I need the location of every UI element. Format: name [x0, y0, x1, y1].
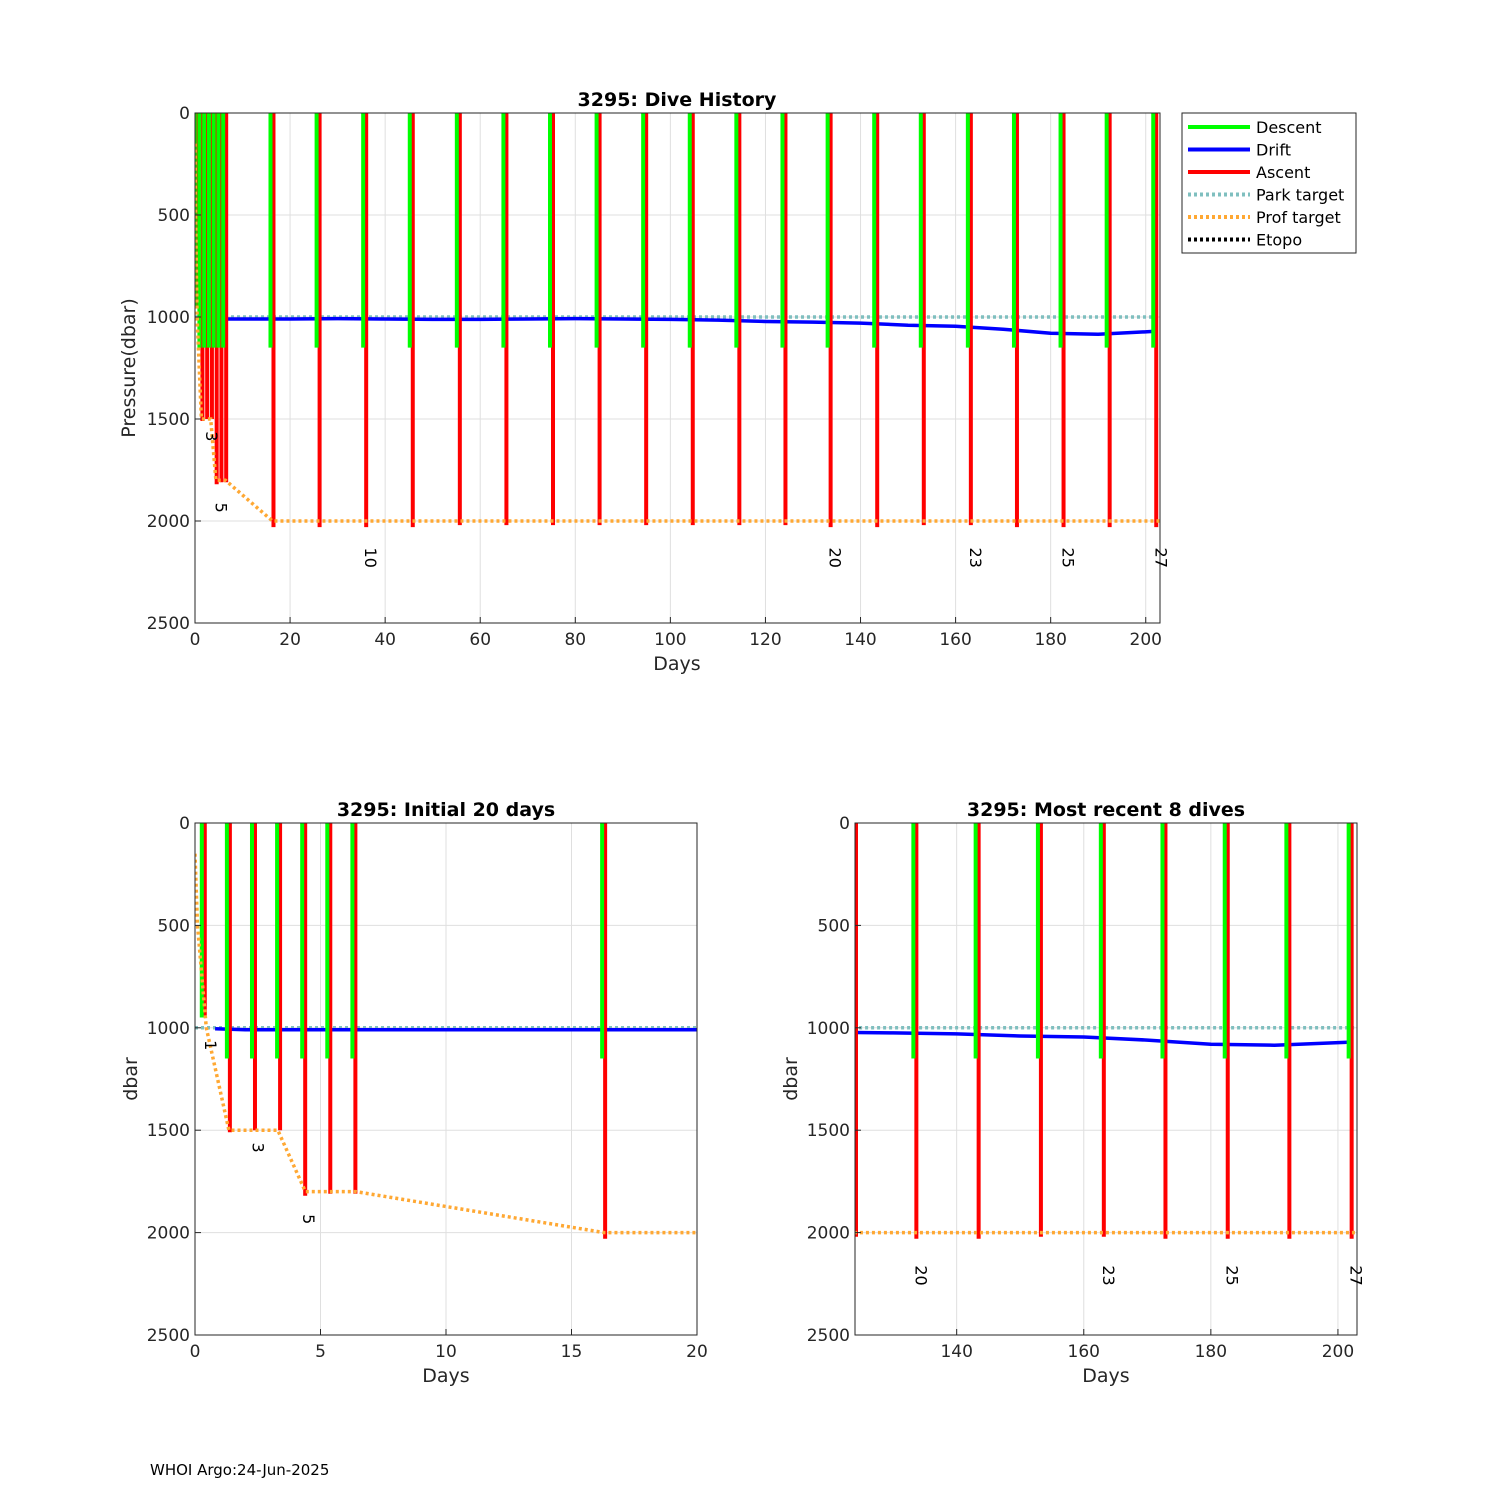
- x-tick-label: 100: [654, 630, 686, 650]
- dive-number-label: 10: [361, 548, 380, 568]
- x-tick-label: 60: [469, 630, 491, 650]
- dive-number-label: 5: [299, 1214, 318, 1224]
- x-tick-label: 5: [315, 1342, 326, 1362]
- x-tick-label: 20: [279, 630, 301, 650]
- x-tick-label: 200: [1130, 630, 1162, 650]
- y-tick-label: 1000: [147, 1019, 190, 1039]
- x-axis-label: Days: [422, 1365, 469, 1387]
- chart-title: 3295: Dive History: [578, 89, 777, 111]
- y-tick-label: 2000: [147, 1224, 190, 1244]
- y-tick-label: 0: [839, 814, 850, 834]
- dive-number-label: 27: [1151, 548, 1170, 568]
- x-tick-label: 0: [190, 630, 201, 650]
- legend-box: [1181, 112, 1357, 254]
- x-tick-label: 20: [686, 1342, 708, 1362]
- x-tick-label: 160: [1068, 1342, 1100, 1362]
- x-tick-label: 40: [374, 630, 396, 650]
- chart-title: 3295: Most recent 8 dives: [967, 799, 1245, 821]
- legend-label: Etopo: [1256, 231, 1302, 250]
- grid: [194, 822, 698, 1336]
- axes-frame: [194, 112, 1161, 624]
- x-tick-label: 180: [1034, 630, 1066, 650]
- y-tick-label: 500: [818, 916, 850, 936]
- legend-label: Park target: [1256, 186, 1344, 205]
- dive-number-label: 27: [1347, 1265, 1366, 1285]
- y-tick-label: 500: [158, 206, 190, 226]
- x-tick-label: 15: [561, 1342, 583, 1362]
- y-tick-label: 2500: [807, 1326, 850, 1346]
- x-tick-label: 0: [190, 1342, 201, 1362]
- y-tick-label: 0: [179, 814, 190, 834]
- dive-number-label: 1: [201, 1040, 220, 1050]
- chart-title: 3295: Initial 20 days: [337, 799, 555, 821]
- legend-label: Prof target: [1256, 208, 1341, 227]
- legend-label: Ascent: [1256, 163, 1310, 182]
- y-tick-label: 1500: [147, 1121, 190, 1141]
- x-tick-label: 10: [435, 1342, 457, 1362]
- x-tick-label: 180: [1195, 1342, 1227, 1362]
- y-tick-label: 0: [179, 104, 190, 124]
- dive-number-label: 23: [1099, 1265, 1118, 1285]
- y-tick-label: 1500: [147, 410, 190, 430]
- dive-number-label: 25: [1059, 548, 1078, 568]
- dive-number-label: 25: [1223, 1265, 1242, 1285]
- y-tick-label: 500: [158, 916, 190, 936]
- series-layer: [195, 113, 1160, 528]
- dive-number-label: 5: [211, 503, 230, 513]
- y-tick-label: 1500: [807, 1121, 850, 1141]
- drift-line: [215, 1027, 697, 1032]
- legend: Descent Drift Ascent Park target Prof target…: [1181, 112, 1357, 254]
- footer-credit: WHOI Argo:24-Jun-2025: [150, 1461, 330, 1479]
- grid: [855, 822, 1357, 1336]
- x-tick-label: 140: [940, 1342, 972, 1362]
- drift-line: [198, 316, 1156, 337]
- prof-target-line: [195, 143, 1160, 523]
- tick-labels: 0 20 40 60 80 100 120 140 160 180 2000500100015002…: [147, 104, 1162, 650]
- y-tick-label: 2000: [807, 1224, 850, 1244]
- y-tick-label: 2500: [147, 1326, 190, 1346]
- x-tick-label: 160: [939, 630, 971, 650]
- x-tick-label: 200: [1322, 1342, 1354, 1362]
- dive-number-label: 20: [911, 1265, 930, 1285]
- prof-target-line: [195, 853, 697, 1235]
- x-tick-label: 120: [749, 630, 781, 650]
- series-layer: [855, 823, 1357, 1239]
- y-axis-label: dbar: [780, 1057, 802, 1101]
- x-tick-label: 80: [564, 630, 586, 650]
- legend-label: Descent: [1256, 118, 1322, 137]
- dive-number-label: 3: [202, 431, 221, 441]
- y-tick-label: 1000: [147, 308, 190, 328]
- y-axis-label: dbar: [120, 1057, 142, 1101]
- y-tick-label: 2500: [147, 614, 190, 634]
- y-tick-label: 1000: [807, 1019, 850, 1039]
- x-tick-label: 140: [844, 630, 876, 650]
- dive-number-label: 23: [966, 548, 985, 568]
- legend-label: Drift: [1256, 141, 1291, 160]
- x-axis-label: Days: [653, 653, 700, 675]
- x-axis-label: Days: [1082, 1365, 1129, 1387]
- axes-frame: [854, 822, 1358, 1336]
- dive-number-label: 3: [249, 1142, 268, 1152]
- dive-number-label: 20: [826, 548, 845, 568]
- series-layer: [195, 823, 697, 1239]
- y-axis-label: Pressure(dbar): [118, 298, 140, 438]
- y-tick-label: 2000: [147, 512, 190, 532]
- dive-history-axes: 0 20 40 60 80 100 120 140 160 180 2000500100015002…: [118, 89, 1170, 675]
